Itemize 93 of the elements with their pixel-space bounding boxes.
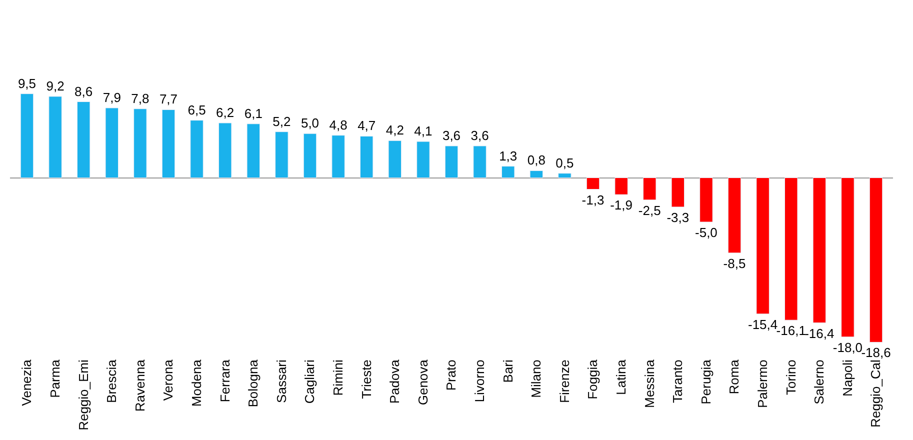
data-label: 4,2	[386, 122, 404, 138]
bar	[614, 178, 628, 195]
bar	[841, 178, 854, 338]
x-tick-label: Bologna	[246, 358, 261, 408]
x-tick-label: Livorno	[472, 360, 488, 402]
x-tick-label: Ferrara	[217, 358, 232, 402]
data-label: 6,5	[188, 102, 206, 118]
data-label: 7,8	[131, 90, 150, 106]
bar	[558, 173, 572, 178]
data-label: 9,5	[18, 76, 36, 91]
bar	[48, 96, 62, 178]
data-label: 6,2	[216, 104, 234, 120]
data-label: 8,6	[74, 84, 93, 99]
x-tick-label: Verona	[160, 358, 176, 401]
x-tick-label: Cagliari	[302, 359, 318, 404]
data-label: 6,1	[244, 106, 262, 121]
bar	[756, 178, 770, 314]
data-label: 1,3	[499, 148, 518, 164]
data-label: -5,0	[695, 224, 718, 240]
bar	[530, 170, 544, 178]
bar	[869, 178, 883, 342]
data-label: -3,3	[666, 210, 690, 225]
data-label: 0,5	[556, 155, 574, 170]
bar	[134, 108, 147, 178]
bar	[76, 102, 90, 178]
x-tick-label: Venezia	[19, 358, 34, 406]
x-tick-label: Salerno	[812, 360, 827, 404]
bar	[20, 94, 34, 178]
data-label: -18,6	[861, 345, 891, 360]
data-label: -8,5	[723, 256, 746, 271]
bar	[190, 120, 204, 178]
x-tick-label: Trieste	[358, 360, 374, 399]
x-tick-label: Firenze	[556, 360, 572, 403]
bar	[444, 146, 458, 178]
bar	[671, 178, 685, 208]
bar	[332, 135, 345, 178]
bar	[275, 132, 288, 178]
x-tick-label: Napoli	[840, 359, 855, 396]
data-label: 5,2	[272, 114, 291, 129]
x-tick-label: Modena	[189, 358, 204, 407]
bar	[388, 140, 402, 178]
bar	[784, 178, 798, 320]
data-label: 7,9	[102, 90, 121, 105]
data-label: 4,7	[358, 118, 376, 134]
data-label: -18,0	[832, 340, 863, 355]
x-tick-label: Padova	[387, 358, 402, 404]
bar	[360, 136, 374, 178]
bar	[473, 146, 486, 178]
x-tick-label: Sassari	[274, 360, 289, 403]
x-tick-label: Parma	[48, 358, 63, 398]
data-label: -2,5	[638, 202, 661, 218]
x-tick-label: Foggia	[585, 358, 600, 400]
x-tick-label: Brescia	[104, 358, 120, 403]
x-tick-label: Milano	[528, 360, 544, 398]
data-label: 3,6	[442, 128, 461, 143]
data-label: -1,3	[582, 192, 604, 208]
x-tick-label: Ravenna	[132, 358, 148, 412]
x-tick-label: Perugia	[698, 358, 714, 404]
x-tick-label: Reggio_Cal	[868, 359, 884, 428]
bar	[162, 109, 176, 178]
x-tick-label: Reggio_Emi	[76, 360, 91, 430]
x-tick-label: Bari	[500, 359, 516, 383]
data-label: -1,9	[610, 198, 633, 213]
data-label: 7,7	[159, 92, 178, 107]
data-label: 0,8	[527, 152, 546, 168]
bar	[501, 166, 515, 178]
data-label: 4,1	[414, 124, 432, 139]
x-tick-label: Prato	[444, 360, 459, 391]
data-label: 5,0	[300, 116, 320, 131]
data-label: -15,4	[748, 316, 778, 332]
bar	[586, 178, 600, 190]
data-label: -16,4	[804, 326, 834, 341]
bar	[812, 178, 826, 323]
bar	[642, 178, 656, 200]
x-tick-label: Palermo	[755, 360, 770, 408]
x-tick-label: Messina	[642, 358, 657, 408]
x-tick-label: Roma	[726, 358, 742, 394]
bar	[303, 133, 317, 178]
bar	[246, 124, 260, 178]
x-tick-label: Genova	[415, 358, 430, 406]
x-tick-label: Torino	[783, 360, 798, 396]
x-tick-label: Taranto	[670, 360, 686, 403]
bar	[700, 178, 713, 222]
bar	[728, 178, 742, 254]
data-label: 4,8	[329, 117, 348, 132]
bar	[416, 141, 430, 178]
data-label: -16,1	[776, 323, 806, 338]
x-tick-label: Rimini	[330, 360, 346, 396]
bar	[218, 122, 232, 178]
bar	[105, 108, 118, 178]
x-tick-label: Latina	[614, 358, 629, 396]
data-label: 3,6	[470, 128, 489, 143]
data-label: 9,2	[46, 78, 64, 94]
